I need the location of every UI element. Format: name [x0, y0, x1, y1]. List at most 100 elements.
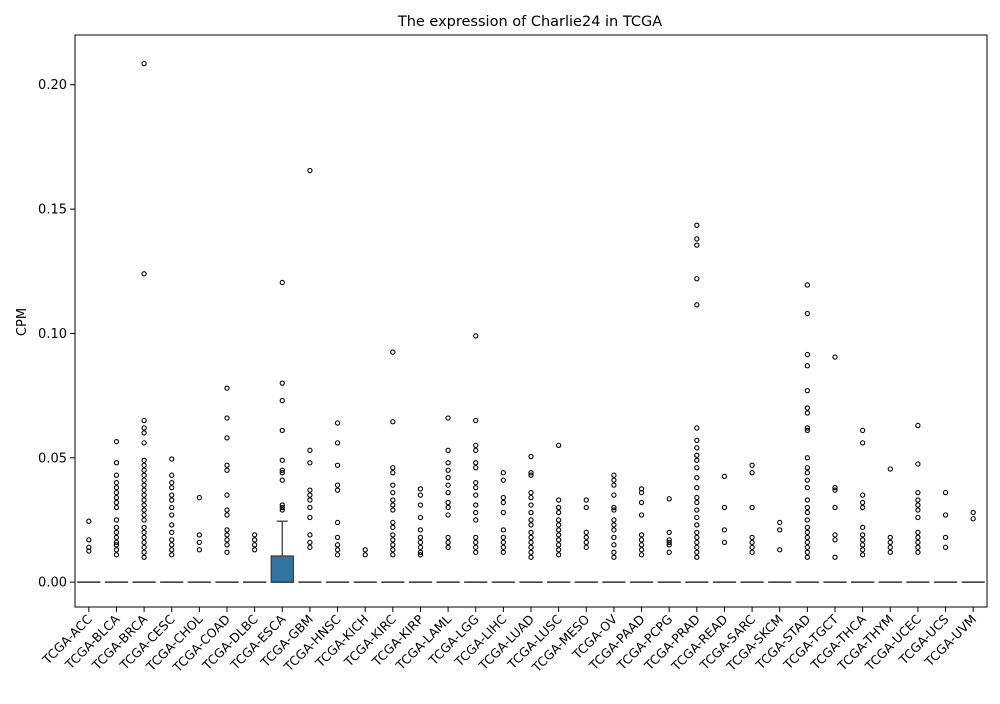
box-group [244, 533, 266, 582]
outlier-point [142, 545, 146, 549]
box-group [962, 510, 984, 582]
y-axis-label: CPM [15, 308, 30, 336]
outlier-point [529, 545, 533, 549]
outlier-point [142, 431, 146, 435]
outlier-point [197, 540, 201, 544]
outlier-point [750, 535, 754, 539]
outlier-point [308, 515, 312, 519]
outlier-point [363, 548, 367, 552]
outlier-point [114, 553, 118, 557]
outlier-point [142, 441, 146, 445]
outlier-point [142, 463, 146, 467]
outlier-point [861, 538, 865, 542]
box-group [658, 497, 680, 582]
outlier-point [391, 471, 395, 475]
outlier-point [391, 548, 395, 552]
outlier-point [861, 533, 865, 537]
outlier-point [170, 493, 174, 497]
outlier-point [114, 535, 118, 539]
outlier-point [916, 503, 920, 507]
outlier-point [695, 508, 699, 512]
outlier-point [501, 550, 505, 554]
outlier-point [280, 478, 284, 482]
box-group [105, 440, 127, 583]
outlier-point [501, 471, 505, 475]
box-group [437, 416, 459, 582]
outlier-point [225, 493, 229, 497]
outlier-point [833, 505, 837, 509]
outlier-point [225, 508, 229, 512]
outlier-point [391, 466, 395, 470]
box-group [603, 473, 625, 582]
outlier-point [750, 550, 754, 554]
outlier-point [612, 483, 616, 487]
box-group [575, 498, 597, 582]
outlier-point [170, 473, 174, 477]
chart-title: The expression of Charlie24 in TCGA [397, 14, 662, 30]
outlier-point [308, 545, 312, 549]
outlier-point [916, 491, 920, 495]
outlier-point [114, 525, 118, 529]
outlier-point [861, 543, 865, 547]
outlier-point [474, 518, 478, 522]
outlier-point [916, 462, 920, 466]
outlier-point [170, 513, 174, 517]
outlier-point [225, 528, 229, 532]
outlier-point [474, 493, 478, 497]
outlier-point [861, 500, 865, 504]
outlier-point [474, 503, 478, 507]
outlier-point [197, 548, 201, 552]
outlier-point [557, 548, 561, 552]
outlier-point [446, 535, 450, 539]
outlier-point [639, 553, 643, 557]
outlier-point [971, 510, 975, 514]
outlier-point [612, 555, 616, 559]
outlier-point [695, 515, 699, 519]
outlier-point [557, 543, 561, 547]
outlier-point [695, 555, 699, 559]
outlier-point [750, 471, 754, 475]
outlier-point [446, 448, 450, 452]
outlier-point [446, 491, 450, 495]
outlier-point [474, 334, 478, 338]
outlier-point [695, 438, 699, 442]
outlier-point [170, 498, 174, 502]
outlier-point [418, 503, 422, 507]
outlier-point [943, 491, 947, 495]
box-group [271, 280, 293, 582]
outlier-point [391, 483, 395, 487]
outlier-point [114, 461, 118, 465]
outlier-point [943, 513, 947, 517]
box-group [630, 487, 652, 582]
outlier-point [170, 486, 174, 490]
box-group [548, 443, 570, 582]
outlier-point [225, 550, 229, 554]
outlier-point [695, 535, 699, 539]
outlier-point [916, 535, 920, 539]
outlier-point [225, 436, 229, 440]
box-group [326, 421, 348, 582]
outlier-point [529, 535, 533, 539]
outlier-point [501, 478, 505, 482]
outlier-point [391, 350, 395, 354]
outlier-point [695, 550, 699, 554]
outlier-point [695, 426, 699, 430]
box-group [520, 454, 542, 582]
outlier-point [778, 548, 782, 552]
outlier-point [667, 530, 671, 534]
outlier-point [722, 528, 726, 532]
outlier-point [529, 491, 533, 495]
outlier-point [722, 540, 726, 544]
outlier-point [308, 540, 312, 544]
outlier-point [170, 523, 174, 527]
outlier-point [557, 443, 561, 447]
outlier-point [170, 538, 174, 542]
outlier-point [529, 495, 533, 499]
outlier-point [474, 466, 478, 470]
outlier-point [695, 530, 699, 534]
outlier-point [695, 545, 699, 549]
outlier-point [114, 518, 118, 522]
outlier-point [529, 510, 533, 514]
outlier-point [446, 461, 450, 465]
